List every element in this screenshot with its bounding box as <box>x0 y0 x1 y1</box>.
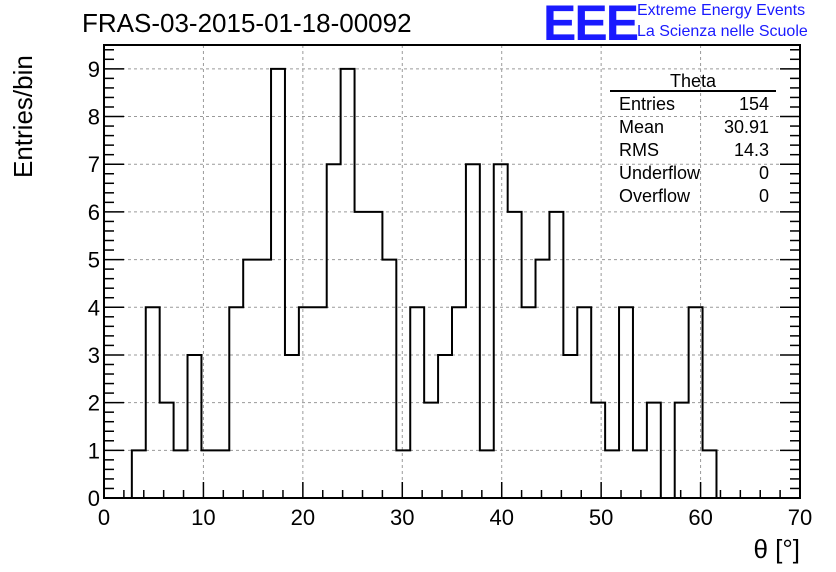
y-tick-label: 1 <box>88 438 100 463</box>
x-tick-label: 40 <box>489 505 513 530</box>
y-tick-labels: 0 1 2 3 4 5 6 7 8 9 <box>88 57 100 511</box>
stats-row-label: Underflow <box>619 163 701 183</box>
x-tick-label: 10 <box>191 505 215 530</box>
x-tick-label: 30 <box>390 505 414 530</box>
stats-row-label: Mean <box>619 117 664 137</box>
y-tick-label: 8 <box>88 105 100 130</box>
stats-row-value: 0 <box>759 163 769 183</box>
logo-tagline-2: La Scienza nelle Scuole <box>637 23 808 40</box>
x-axis-title: θ [°] <box>753 534 800 564</box>
stats-rows: Entries 154 Mean 30.91 RMS 14.3 Underflow 0 Over… <box>619 94 769 206</box>
y-tick-label: 9 <box>88 57 100 82</box>
plot-frame <box>103 44 801 499</box>
stats-box: Theta Entries 154 Mean 30.91 RMS 14.3 Underflo… <box>610 71 776 206</box>
stats-row-value: 0 <box>759 186 769 206</box>
stats-row-label: Entries <box>619 94 675 114</box>
histogram-line <box>104 67 800 499</box>
logo-letters: EEE <box>543 0 639 51</box>
axis-ticks <box>103 49 801 499</box>
y-tick-label: 2 <box>88 391 100 416</box>
y-tick-label: 5 <box>88 248 100 273</box>
logo-tagline-1: Extreme Energy Events <box>637 2 806 19</box>
y-tick-label: 7 <box>88 152 100 177</box>
grid-lines <box>104 45 800 498</box>
run-title: FRAS-03-2015-01-18-00092 <box>82 8 412 38</box>
x-tick-label: 60 <box>688 505 712 530</box>
stats-row-value: 30.91 <box>724 117 769 137</box>
x-tick-label: 50 <box>589 505 613 530</box>
stats-title: Theta <box>670 71 717 91</box>
y-axis-title: Entries/bin <box>8 55 38 178</box>
x-tick-label: 20 <box>291 505 315 530</box>
stats-row-label: RMS <box>619 140 659 160</box>
x-tick-label: 0 <box>98 505 110 530</box>
stats-row-label: Overflow <box>619 186 691 206</box>
stats-row-value: 14.3 <box>734 140 769 160</box>
stats-row-value: 154 <box>739 94 769 114</box>
y-tick-label: 4 <box>88 295 100 320</box>
y-tick-label: 3 <box>88 343 100 368</box>
x-tick-labels: 0 10 20 30 40 50 60 70 <box>98 505 812 530</box>
y-tick-label: 6 <box>88 200 100 225</box>
y-tick-label: 0 <box>88 486 100 511</box>
x-tick-label: 70 <box>788 505 812 530</box>
